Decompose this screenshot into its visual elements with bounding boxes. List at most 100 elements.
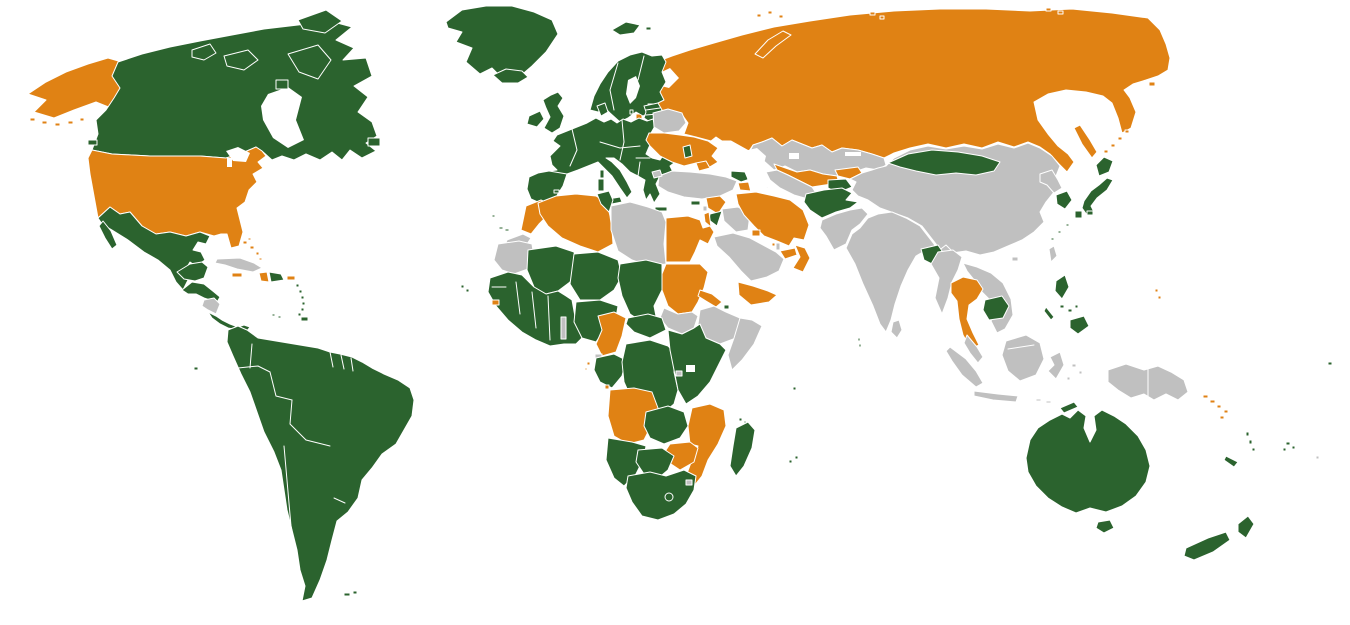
gulf-of-bothnia <box>626 76 640 104</box>
kuril-dot <box>1124 129 1130 134</box>
hainan <box>1011 256 1019 262</box>
country-canada <box>91 20 378 161</box>
bahamas-island-dot <box>242 240 248 245</box>
country-yemen <box>737 281 778 306</box>
philippines-visayas-dot <box>1059 304 1065 309</box>
moluccas-dot <box>1078 370 1083 375</box>
madeira-dot <box>491 214 496 218</box>
west-africa-border <box>515 281 521 315</box>
country-pakistan <box>819 207 869 251</box>
fiji-dot <box>1291 445 1296 450</box>
country-moldova <box>682 144 693 159</box>
sardinia <box>597 178 605 192</box>
country-cyprus <box>690 200 701 206</box>
lesser-antilles-dot <box>300 307 305 312</box>
country-oman <box>792 244 811 273</box>
lesser-antilles-dot <box>300 295 305 300</box>
sa-internal-border <box>249 343 253 369</box>
lake-balkhash <box>845 152 861 156</box>
sweden-finland-border <box>637 55 645 81</box>
aleutian-island-dot <box>67 120 74 125</box>
country-madagascar <box>729 421 756 477</box>
country-djibouti <box>723 304 730 310</box>
puerto-rico <box>286 275 296 281</box>
southampton-island <box>275 79 289 90</box>
aleutian-island-dot <box>41 120 48 125</box>
kuril-dot <box>1103 149 1109 154</box>
west-africa-border <box>547 295 551 341</box>
ryukyu-dot <box>1065 223 1070 227</box>
lesser-antilles-dot <box>298 289 303 294</box>
moluccas-dot <box>1071 363 1077 368</box>
svalbard-dot <box>645 26 652 31</box>
country-namibia <box>605 437 647 487</box>
japan-kyushu <box>1074 210 1083 219</box>
falkland-dot <box>343 592 351 597</box>
curacao-dot <box>277 315 282 319</box>
country-australia <box>1025 409 1151 514</box>
galapagos-dot <box>193 366 199 371</box>
country-turkey <box>657 170 738 200</box>
sulawesi <box>1047 351 1065 380</box>
borneo <box>1001 334 1045 382</box>
country-iceland <box>492 68 529 84</box>
baja-california <box>98 220 118 250</box>
aleutian-island-dot <box>29 117 36 122</box>
region-south-america <box>226 325 415 602</box>
south-america-group <box>193 325 415 602</box>
europe-internal-border <box>548 170 568 175</box>
country-mali <box>526 245 579 295</box>
country-denmark <box>596 102 609 117</box>
europe-internal-border <box>599 141 641 149</box>
sa-internal-border <box>329 351 334 368</box>
tonga-dot <box>1315 455 1320 460</box>
malaysia-indonesia-border <box>1007 344 1035 350</box>
country-chad <box>617 259 663 323</box>
country-sudan <box>661 263 709 315</box>
country-dominican-republic <box>268 271 285 283</box>
cape-verde-dot <box>460 284 465 289</box>
country-south-africa <box>625 469 697 521</box>
sa-internal-border <box>305 439 331 447</box>
country-swaziland <box>685 479 693 486</box>
bahamas-island-dot <box>249 245 255 250</box>
franz-josef-dot <box>778 14 784 19</box>
country-lesotho <box>664 492 674 502</box>
franz-josef-dot <box>767 10 773 15</box>
baltic-border <box>645 107 661 111</box>
country-belarus <box>652 108 687 134</box>
cabinda <box>604 384 610 390</box>
svalbard <box>611 21 641 36</box>
ryukyu-dot <box>1050 237 1055 241</box>
lesser-sunda-dot <box>1035 398 1042 402</box>
country-malaysia <box>963 334 984 364</box>
philippines-visayas-dot <box>1074 304 1079 309</box>
country-ukraine <box>645 132 719 169</box>
curacao-dot <box>271 313 276 317</box>
philippines-palawan <box>1043 306 1055 321</box>
country-bahrain <box>771 242 776 247</box>
maldives-dot <box>857 337 861 342</box>
country-timor-leste <box>1059 401 1079 414</box>
canary-dot <box>504 228 510 232</box>
new-siberian-dot <box>1057 10 1064 15</box>
country-zambia <box>643 405 689 445</box>
sakhalin <box>1073 124 1098 159</box>
fiji-dot <box>1282 447 1287 452</box>
bahamas-island-dot <box>255 251 260 256</box>
severnaya-zemlya-dot <box>879 15 885 20</box>
sa-internal-border <box>340 354 345 370</box>
hudson-bay <box>261 87 304 148</box>
country-libya <box>610 201 667 267</box>
country-trinidad <box>300 316 309 322</box>
country-united-states <box>87 146 267 249</box>
central-asia-group <box>741 137 887 251</box>
lesser-antilles-dot <box>295 283 300 288</box>
north-atlantic-group <box>445 5 652 84</box>
europe-internal-border <box>637 161 641 177</box>
moluccas-dot <box>1066 376 1071 381</box>
marshall-dot <box>1157 295 1162 300</box>
kuril-dot <box>1110 143 1116 148</box>
country-eritrea <box>697 289 723 308</box>
